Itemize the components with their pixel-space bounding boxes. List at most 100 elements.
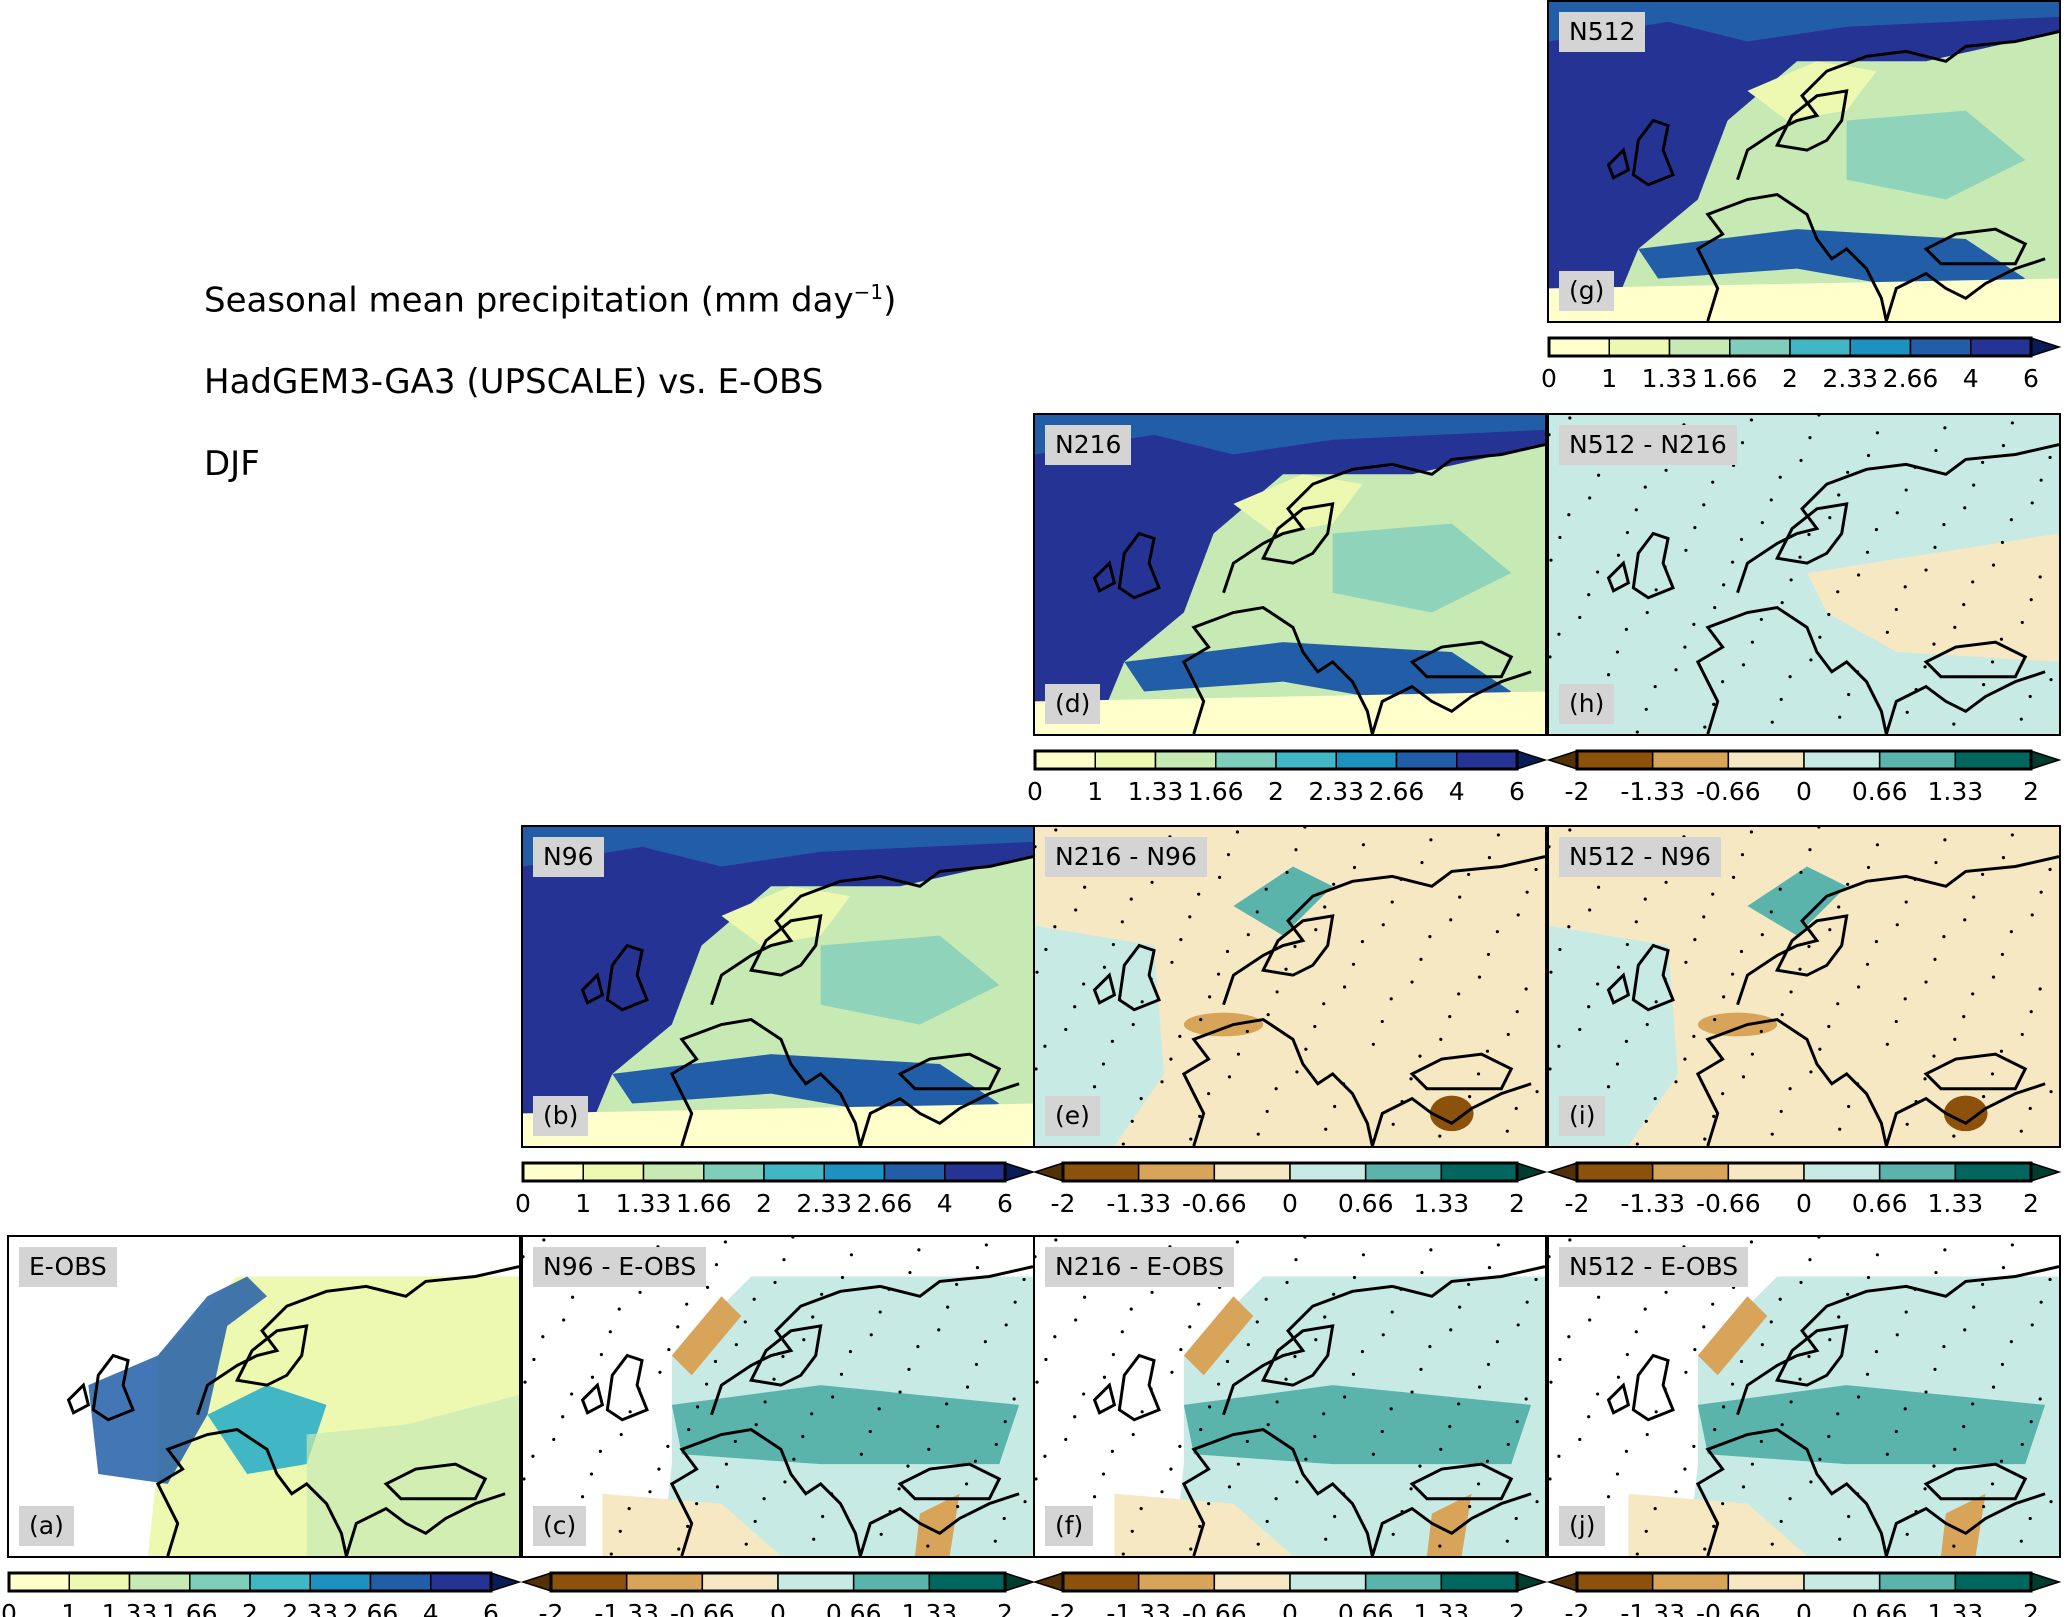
model-subtitle: HadGEM3-GA3 (UPSCALE) vs. E-OBS [204, 362, 824, 402]
significance-dot [1780, 1423, 1784, 1427]
significance-dot [1043, 1454, 1047, 1458]
field-negative-alps [1697, 1012, 1778, 1037]
colorbar-tick-label: -0.66 [1181, 1599, 1247, 1617]
significance-dot [1131, 1022, 1135, 1027]
significance-dot [1847, 1514, 1851, 1519]
significance-dot [1999, 1049, 2004, 1053]
significance-dot [523, 1255, 525, 1259]
significance-dot [1625, 530, 1629, 535]
significance-dot [1568, 828, 1572, 832]
significance-dot [1169, 1467, 1173, 1471]
significance-dot [1828, 928, 1832, 932]
significance-dot [1360, 1349, 1365, 1354]
significance-dot [1410, 980, 1414, 984]
significance-dot [1779, 1109, 1783, 1114]
panel-name: N216 [1045, 425, 1132, 465]
colorbar-tick-label: -2 [1564, 777, 1590, 806]
significance-dot [1467, 1282, 1471, 1286]
significance-dot [2048, 867, 2052, 872]
significance-dot [1567, 513, 1571, 517]
colorbar-tick-label: -1.33 [1620, 777, 1685, 806]
significance-dot [1759, 1439, 1763, 1444]
significance-dot [1963, 1328, 1967, 1332]
significance-dot [1035, 1067, 1038, 1071]
significance-dot [1549, 1067, 1552, 1071]
significance-dot [1836, 1002, 1840, 1006]
significance-dot [1749, 1240, 1753, 1244]
colorbar-tick-label: 1.66 [161, 1599, 218, 1617]
significance-dot [1578, 1437, 1582, 1442]
significance-dot [1981, 460, 1985, 464]
title-end: ) [883, 280, 897, 321]
significance-dot [1535, 1090, 1539, 1094]
significance-dot [1448, 1425, 1452, 1429]
field-south-dry [1549, 278, 2059, 321]
field-negative-norway [671, 1296, 742, 1376]
significance-dot [1256, 1542, 1260, 1546]
colorbar-extend-max [1004, 1571, 1036, 1593]
field-positive-strong [1697, 1385, 2046, 1465]
significance-dot [2020, 1442, 2024, 1446]
significance-dot [1458, 1305, 1462, 1309]
significance-dot [1246, 1343, 1250, 1347]
significance-dot [1971, 992, 1975, 996]
map-c [523, 1237, 1033, 1556]
significance-dot [2029, 1420, 2033, 1424]
colorbar-tick-label: 0.66 [1851, 777, 1908, 806]
significance-dot [1597, 1295, 1601, 1299]
significance-dot [1439, 1037, 1443, 1041]
significance-dot [1226, 853, 1231, 857]
colorbar-segment [1954, 1162, 2032, 1182]
significance-dot [1506, 1442, 1510, 1446]
significance-dot [801, 1434, 805, 1439]
significance-dot [1467, 872, 1471, 876]
colorbar-segment [1154, 750, 1217, 770]
colorbar-segment [1456, 750, 1518, 770]
significance-dot [1799, 870, 1803, 875]
colorbar-segment [1576, 1572, 1654, 1592]
panel-name: N512 - N96 [1559, 837, 1721, 877]
colorbar-segment [522, 1162, 584, 1182]
significance-dot [1549, 655, 1552, 659]
significance-dot [1713, 606, 1717, 610]
significance-dot [1505, 1539, 1509, 1543]
map-panel-g: N512 (g) [1547, 0, 2061, 323]
significance-dot [1624, 1039, 1628, 1043]
colorbar-tick-label: -1.33 [1620, 1189, 1685, 1218]
significance-dot [1788, 675, 1792, 679]
significance-dot [1711, 1302, 1715, 1306]
significance-dot [1003, 1420, 1007, 1424]
significance-dot [541, 1335, 545, 1339]
significance-dot [1779, 697, 1783, 702]
significance-dot [1449, 1328, 1453, 1332]
colorbar-tick-label: 1.33 [1641, 364, 1698, 393]
significance-dot [1653, 685, 1657, 689]
colorbar-tick-label: 2.66 [1882, 364, 1939, 393]
significance-dot [994, 1442, 998, 1446]
significance-dot [1874, 527, 1879, 532]
significance-dot [1314, 928, 1318, 932]
colorbar-tick-label: 1.33 [1927, 1599, 1984, 1617]
significance-dot [2030, 1323, 2034, 1327]
colorbar-tick-label: -2 [1050, 1599, 1076, 1617]
significance-dot [1002, 1516, 1006, 1521]
colorbar-tick-label: 1.33 [1927, 777, 1984, 806]
field-east [1332, 523, 1512, 613]
colorbar-extend-max [1516, 1161, 1548, 1183]
colorbar-segment [1289, 1572, 1367, 1592]
significance-dot [916, 1345, 920, 1349]
colorbar-segment [550, 1572, 628, 1592]
significance-dot [1634, 1330, 1638, 1334]
significance-dot [2000, 952, 2005, 956]
map-panel-e: N216 - N96 (e) [1033, 825, 1547, 1148]
significance-dot [1295, 1070, 1299, 1074]
significance-dot [1972, 895, 1976, 899]
significance-dot [1596, 1392, 1600, 1396]
field-ocean-high [1549, 2, 2059, 321]
significance-dot [1111, 942, 1115, 947]
colorbar-segment [1729, 337, 1791, 357]
significance-dot [2049, 1500, 2053, 1504]
significance-dot [1409, 1487, 1413, 1491]
colorbar-extend-max [1004, 1161, 1036, 1183]
